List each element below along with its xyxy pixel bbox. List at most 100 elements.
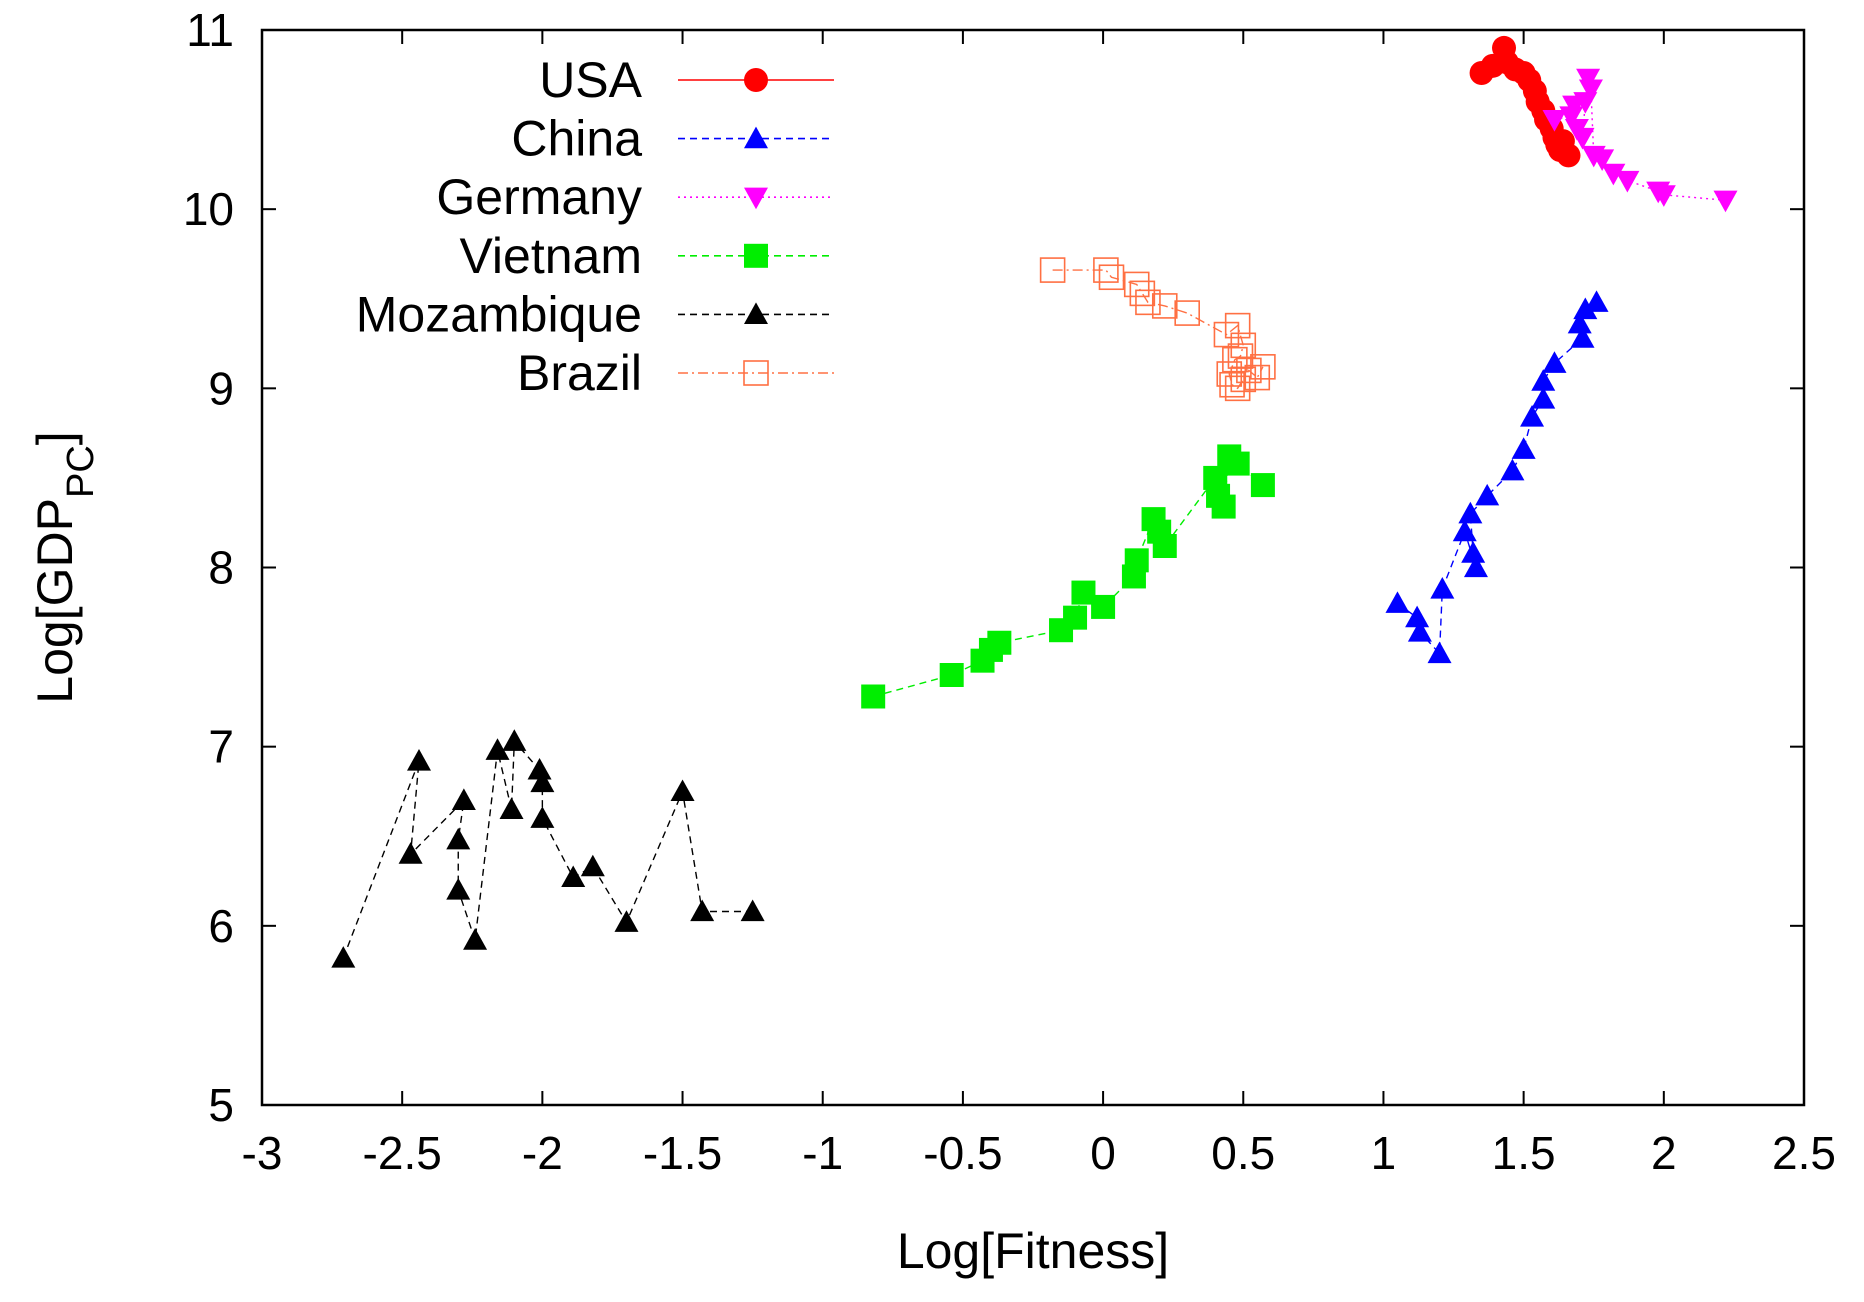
x-tick-label: -1: [802, 1127, 843, 1179]
legend-label-vietnam: Vietnam: [459, 228, 642, 284]
legend-item-usa: USA: [539, 52, 834, 108]
data-point-usa: [1556, 143, 1581, 168]
data-point-vietnam: [1250, 473, 1275, 498]
data-point-brazil: [1222, 346, 1248, 373]
data-point-china: [1407, 620, 1432, 642]
data-point-china: [1520, 405, 1545, 427]
legend-marker-vietnam: [744, 243, 768, 268]
y-axis-title-subscript: PC: [60, 445, 102, 498]
y-tick-label: 10: [183, 183, 234, 235]
x-tick-label: -1.5: [643, 1127, 722, 1179]
legend-label-mozambique: Mozambique: [356, 286, 642, 342]
x-tick-label: 1: [1371, 1127, 1397, 1179]
series-mozambique: [331, 729, 765, 968]
data-point-mozambique: [614, 910, 639, 932]
data-point-brazil: [1224, 312, 1251, 339]
data-point-vietnam: [987, 630, 1012, 655]
data-point-germany: [1570, 127, 1595, 150]
data-point-china: [1570, 326, 1595, 348]
data-point-brazil: [1098, 264, 1125, 291]
y-tick-label: 5: [208, 1079, 234, 1131]
x-tick-label: 2: [1651, 1127, 1677, 1179]
x-tick-label: -2: [522, 1127, 563, 1179]
legend-marker-brazil: [743, 360, 769, 386]
data-point-mozambique: [740, 899, 765, 922]
data-point-germany: [1601, 163, 1626, 186]
data-point-germany: [1615, 170, 1640, 193]
x-tick-label: 0.5: [1211, 1127, 1275, 1179]
data-point-china: [1458, 501, 1483, 524]
series-vietnam: [861, 444, 1275, 709]
legend-item-mozambique: Mozambique: [356, 286, 834, 342]
y-tick-label: 7: [208, 721, 234, 773]
data-point-brazil: [1174, 300, 1200, 326]
data-point-brazil: [1151, 293, 1178, 319]
x-tick-label: 1.5: [1492, 1127, 1556, 1179]
data-point-mozambique: [670, 779, 695, 802]
data-point-mozambique: [690, 899, 715, 922]
data-point-germany: [1542, 109, 1567, 132]
data-point-mozambique: [580, 854, 605, 877]
legend-item-germany: Germany: [436, 169, 834, 225]
data-point-brazil: [1216, 361, 1243, 387]
legend-marker-usa: [744, 68, 768, 92]
data-point-china: [1427, 641, 1452, 664]
data-point-brazil: [1135, 289, 1161, 316]
data-point-vietnam: [1152, 534, 1177, 558]
legend-marker-mozambique: [744, 302, 768, 324]
data-point-mozambique: [446, 878, 471, 900]
data-point-mozambique: [530, 770, 555, 793]
y-axis-title-close: ]: [27, 431, 83, 445]
data-point-germany: [1590, 149, 1615, 171]
series-line-china: [1397, 301, 1597, 656]
data-point-brazil: [1250, 354, 1276, 380]
data-point-mozambique: [527, 757, 552, 780]
series-china: [1385, 290, 1609, 664]
data-point-vietnam: [1063, 605, 1088, 630]
legend-item-china: China: [511, 111, 834, 167]
data-point-mozambique: [485, 738, 510, 760]
data-point-brazil: [1230, 332, 1257, 359]
data-point-china: [1584, 290, 1609, 312]
y-axis-title: Log[GDPPC]: [27, 431, 102, 703]
legend-marker-china: [744, 126, 768, 149]
data-point-china: [1463, 555, 1488, 578]
data-point-vietnam: [1124, 548, 1149, 573]
series-germany: [1542, 68, 1738, 213]
data-point-brazil: [1236, 357, 1262, 384]
x-tick-label: -0.5: [923, 1127, 1002, 1179]
data-point-vietnam: [939, 663, 964, 687]
x-axis-title: Log[Fitness]: [897, 1223, 1169, 1279]
data-point-china: [1542, 351, 1567, 373]
series-brazil: [1039, 257, 1276, 402]
y-tick-label: 8: [208, 542, 234, 594]
data-point-china: [1461, 541, 1486, 563]
data-point-china: [1405, 605, 1430, 628]
y-axis-title-base: Log[GDP: [27, 498, 83, 704]
y-tick-label: 6: [208, 900, 234, 952]
data-point-mozambique: [530, 806, 555, 828]
legend-item-brazil: Brazil: [517, 345, 834, 401]
data-point-brazil: [1039, 257, 1066, 283]
x-tick-label: 2.5: [1772, 1127, 1836, 1179]
legend-label-brazil: Brazil: [517, 345, 642, 401]
x-tick-label: -2.5: [363, 1127, 442, 1179]
data-point-mozambique: [561, 865, 586, 888]
data-point-vietnam: [1225, 451, 1250, 476]
data-point-mozambique: [398, 842, 423, 864]
data-point-mozambique: [502, 729, 527, 751]
data-point-vietnam: [861, 684, 886, 709]
data-point-china: [1531, 369, 1556, 391]
data-point-china: [1430, 577, 1455, 599]
legend-label-usa: USA: [539, 52, 642, 108]
data-point-germany: [1578, 79, 1603, 102]
data-point-china: [1567, 311, 1592, 334]
data-point-brazil: [1129, 280, 1156, 307]
data-point-vietnam: [1091, 594, 1116, 619]
data-point-germany: [1559, 106, 1584, 128]
data-point-china: [1573, 297, 1598, 320]
y-tick-label: 11: [186, 4, 234, 56]
data-point-mozambique: [331, 946, 356, 968]
